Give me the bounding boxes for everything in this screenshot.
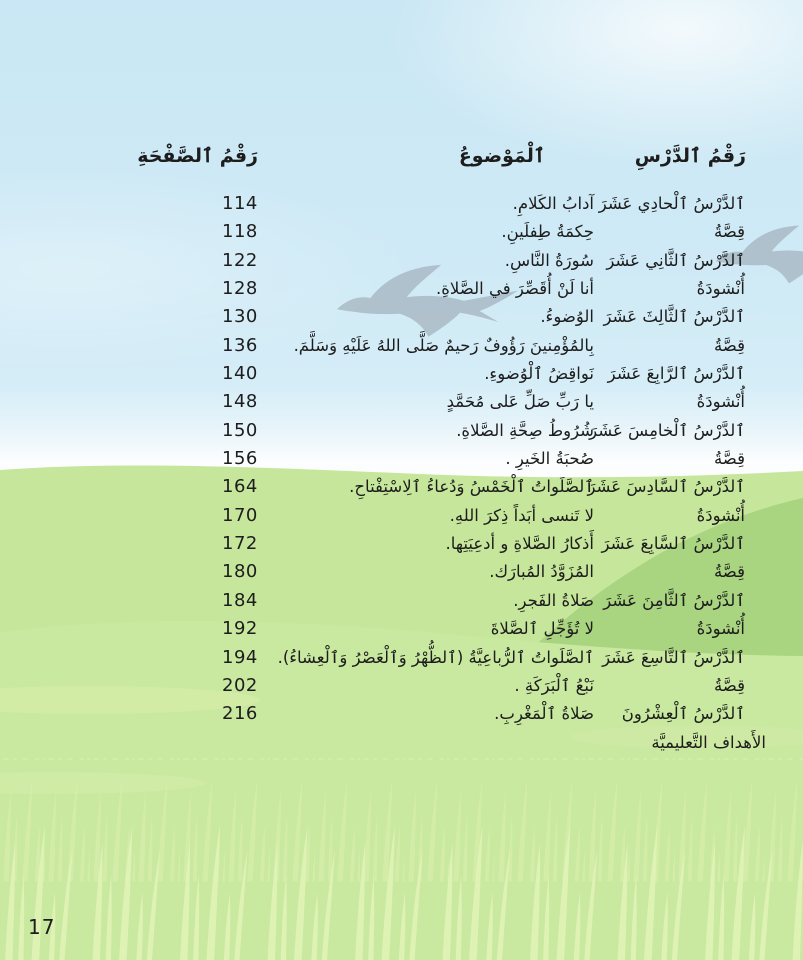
toc-row: قِصَّةُ بِالمُؤْمِنينَ رَؤُوفٌ رَحيمٌ صَ… <box>0 332 803 360</box>
topic-label: الوُضوءُ. <box>540 307 594 327</box>
toc-header-page-number: رَقْمُ ٱلصَّفْحَةِ <box>137 145 258 167</box>
topic-label: سُورَةُ النَّاسِ. <box>504 250 594 270</box>
lesson-label: قِصَّةُ <box>713 222 745 242</box>
page-number-value: 114 <box>222 193 258 214</box>
topic-label: ٱلصَّلَواتُ ٱلرُّباعِيَّةُ (ٱلظُّهْرُ وَ… <box>277 647 594 667</box>
toc-rows: ٱلدَّرْسُ ٱلْحادِي عَشَرَ آدابُ الكَلامِ… <box>0 190 803 757</box>
topic-label: المُزَوَّدُ المُبارَك. <box>489 562 594 582</box>
lesson-label: ٱلدَّرْسُ ٱلتَّاسِعَ عَشَرَ <box>602 647 745 667</box>
lesson-label: أُنْشودَةُ <box>696 279 745 299</box>
topic-label: آدابُ الكَلامِ. <box>512 194 594 213</box>
toc-row: ٱلدَّرْسُ ٱلسَّادِسَ عَشَرَ ٱلصَّلَواتُ … <box>0 473 803 501</box>
topic-label: صَلاةُ ٱلْمَغْرِبِ. <box>494 704 594 724</box>
toc-row: قِصَّةُ المُزَوَّدُ المُبارَك. 180 <box>0 558 803 586</box>
toc-header-topic: ٱلْمَوْضوعُ <box>458 145 545 167</box>
topic-label: لا تَنسى أبَداً ذِكرَ اللهِ. <box>449 505 594 525</box>
lesson-label: ٱلدَّرْسُ ٱلسَّادِسَ عَشَرَ <box>587 477 745 497</box>
toc-row: ٱلدَّرْسُ ٱلْعِشْرُونَ صَلاةُ ٱلْمَغْرِب… <box>0 700 803 728</box>
toc-row: ٱلدَّرْسُ ٱلتَّاسِعَ عَشَرَ ٱلصَّلَواتُ … <box>0 644 803 672</box>
page-number-value: 156 <box>222 448 258 470</box>
toc-row: ٱلدَّرْسُ ٱلسَّابِعَ عَشَرَ أَذكارُ الصَ… <box>0 530 803 558</box>
topic-label: بِالمُؤْمِنينَ رَؤُوفٌ رَحيمٌ صَلَّى الل… <box>293 335 594 355</box>
toc-row: ٱلدَّرْسُ ٱلرَّابِعَ عَشَرَ نَواقِضُ ٱلْ… <box>0 360 803 388</box>
page-number-value: 136 <box>222 334 258 356</box>
page-number-value: 148 <box>222 391 258 413</box>
toc-row: الأَهداف التَّعليميَّة <box>0 729 803 757</box>
page-number-value: 118 <box>222 221 258 243</box>
page-number-value: 140 <box>222 363 258 385</box>
grass-texture-front <box>0 798 803 960</box>
page-number-value: 164 <box>222 476 258 498</box>
topic-label: شُرُوطُ صِحَّةِ الصَّلاةِ. <box>456 420 594 440</box>
topic-label: نَواقِضُ ٱلْوُضوءِ. <box>484 364 594 384</box>
toc-row: ٱلدَّرْسُ ٱلْحادِي عَشَرَ آدابُ الكَلامِ… <box>0 190 803 218</box>
page-number-value: 130 <box>222 306 258 328</box>
page-number-value: 180 <box>222 561 258 583</box>
lesson-label: ٱلدَّرْسُ ٱلْخامِسَ عَشَرَ <box>589 420 745 440</box>
toc-row: أُنْشودَةُ لا تَنسى أبَداً ذِكرَ اللهِ. … <box>0 502 803 530</box>
page-number-value: 122 <box>222 249 258 271</box>
topic-label: لا تُؤَجِّلِ ٱلصَّلاةَ <box>490 619 594 639</box>
lesson-label: ٱلدَّرْسُ ٱلرَّابِعَ عَشَرَ <box>607 364 745 384</box>
page-number-value: 170 <box>222 504 258 526</box>
topic-label: يا رَبِّ صَلِّ عَلى مُحَمَّدٍ <box>446 392 594 412</box>
toc-row: قِصَّةُ حِكمَةُ طِفلَينِ. 118 <box>0 218 803 246</box>
lesson-label: قِصَّةُ <box>713 675 745 695</box>
lesson-label: ٱلدَّرْسُ ٱلسَّابِعَ عَشَرَ <box>601 534 745 554</box>
lesson-label: ٱلدَّرْسُ ٱلثَّانِي عَشَرَ <box>606 250 745 270</box>
toc-row: أُنْشودَةُ لا تُؤَجِّلِ ٱلصَّلاةَ 192 <box>0 615 803 643</box>
toc-row: قِصَّةُ صُحبَةُ الخَيرِ . 156 <box>0 445 803 473</box>
page-number-value: 194 <box>222 646 258 668</box>
lesson-label: أُنْشودَةُ <box>696 505 745 525</box>
topic-label: ٱلصَّلَواتُ ٱلْخَمْسُ وَدُعاءُ ٱلِاسْتِف… <box>349 477 594 497</box>
lesson-label: ٱلدَّرْسُ ٱلثَّالِثَ عَشَرَ <box>603 307 745 327</box>
lesson-label: قِصَّةُ <box>713 335 745 355</box>
topic-label: صَلاةُ الفَجرِ. <box>513 590 594 610</box>
page-number-value: 192 <box>222 618 258 640</box>
page-number-value: 216 <box>222 703 258 725</box>
topic-label: نَبْعُ ٱلْبَرَكَةِ . <box>514 675 594 695</box>
toc-row: ٱلدَّرْسُ ٱلثَّالِثَ عَشَرَ الوُضوءُ. 13… <box>0 303 803 331</box>
lesson-label: أُنْشودَةُ <box>696 619 745 639</box>
toc-row: أُنْشودَةُ أنا لَنْ أُقَصِّرَ في الصَّلا… <box>0 275 803 303</box>
lesson-label: الأَهداف التَّعليميَّة <box>651 732 766 752</box>
folio-page-number: 17 <box>28 915 56 939</box>
topic-label: أنا لَنْ أُقَصِّرَ في الصَّلاةِ. <box>436 279 594 299</box>
topic-label: أَذكارُ الصَّلاةِ و أدعِيَتِها. <box>445 534 594 554</box>
topic-label: حِكمَةُ طِفلَينِ. <box>501 222 594 242</box>
lesson-label: أُنْشودَةُ <box>696 392 745 412</box>
page-number-value: 202 <box>222 674 258 696</box>
lesson-label: ٱلدَّرْسُ ٱلثَّامِنَ عَشَرَ <box>603 590 745 610</box>
page-number-value: 184 <box>222 589 258 611</box>
lesson-label: قِصَّةُ <box>713 449 745 469</box>
toc-header-row: رَقْمُ ٱلدَّرْسِ ٱلْمَوْضوعُ رَقْمُ ٱلصَ… <box>0 141 803 173</box>
toc-row: قِصَّةُ نَبْعُ ٱلْبَرَكَةِ . 202 <box>0 672 803 700</box>
page-number-value: 172 <box>222 533 258 555</box>
toc-row: ٱلدَّرْسُ ٱلثَّانِي عَشَرَ سُورَةُ النَّ… <box>0 247 803 275</box>
lesson-label: ٱلدَّرْسُ ٱلْعِشْرُونَ <box>621 704 745 724</box>
toc-row: ٱلدَّرْسُ ٱلْخامِسَ عَشَرَ شُرُوطُ صِحَّ… <box>0 417 803 445</box>
topic-label: صُحبَةُ الخَيرِ . <box>505 449 594 469</box>
toc-row: أُنْشودَةُ يا رَبِّ صَلِّ عَلى مُحَمَّدٍ… <box>0 388 803 416</box>
page-number-value: 128 <box>222 278 258 300</box>
toc-row: ٱلدَّرْسُ ٱلثَّامِنَ عَشَرَ صَلاةُ الفَج… <box>0 587 803 615</box>
lesson-label: قِصَّةُ <box>713 562 745 582</box>
lesson-label: ٱلدَّرْسُ ٱلْحادِي عَشَرَ <box>598 194 745 213</box>
toc-header-lesson-number: رَقْمُ ٱلدَّرْسِ <box>634 145 746 167</box>
page-number-value: 150 <box>222 419 258 441</box>
